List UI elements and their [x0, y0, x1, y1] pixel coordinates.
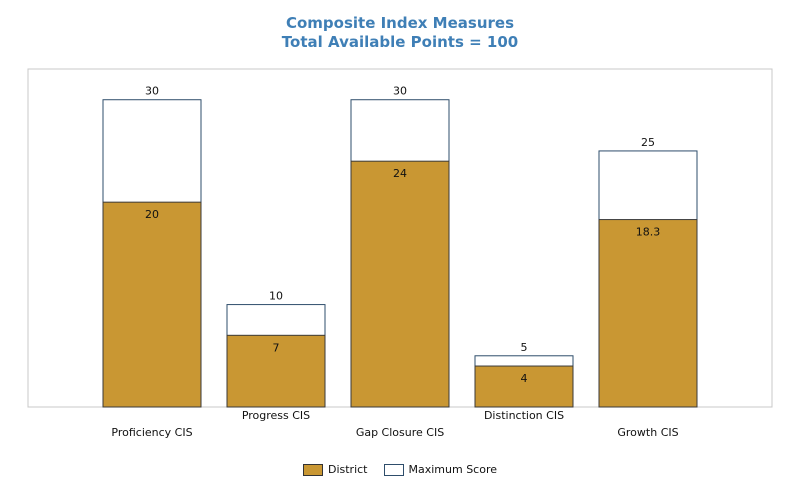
data-label-maximum-score-growth-cis: 25 — [641, 136, 655, 149]
bar-district-proficiency-cis — [102, 201, 202, 408]
legend-item-district: District — [302, 463, 368, 476]
x-tick-label-growth-cis: Growth CIS — [617, 426, 678, 439]
legend-swatch-district — [302, 463, 323, 476]
data-label-district-progress-cis: 7 — [273, 341, 280, 354]
x-tick-label-progress-cis: Progress CIS — [242, 409, 310, 422]
x-tick-label-distinction-cis: Distinction CIS — [484, 409, 564, 422]
legend-label-district: District — [327, 463, 368, 476]
x-tick-label-gap-closure-cis: Gap Closure CIS — [356, 426, 444, 439]
data-label-maximum-score-proficiency-cis: 30 — [145, 85, 159, 98]
legend: District Maximum Score — [0, 463, 800, 476]
chart-subtitle: Total Available Points = 100 — [281, 33, 519, 51]
bar-district-growth-cis — [598, 219, 698, 408]
legend-label-maximum-score: Maximum Score — [408, 463, 498, 476]
data-label-district-gap-closure-cis: 24 — [393, 167, 407, 180]
legend-swatch-maximum-score — [383, 463, 404, 476]
chart-title-block: Composite Index Measures Total Available… — [0, 14, 800, 52]
data-label-maximum-score-progress-cis: 10 — [269, 290, 283, 303]
x-tick-label-proficiency-cis: Proficiency CIS — [111, 426, 192, 439]
data-label-maximum-score-gap-closure-cis: 30 — [393, 85, 407, 98]
bar-district-distinction-cis — [474, 365, 574, 408]
data-label-district-proficiency-cis: 20 — [145, 208, 159, 221]
bar-district-progress-cis — [226, 334, 326, 408]
data-label-district-distinction-cis: 4 — [521, 372, 528, 385]
chart-title: Composite Index Measures — [285, 14, 515, 32]
data-label-district-growth-cis: 18.3 — [636, 226, 661, 239]
bar-district-gap-closure-cis — [350, 160, 450, 408]
legend-item-maximum-score: Maximum Score — [383, 463, 498, 476]
data-label-maximum-score-distinction-cis: 5 — [521, 341, 528, 354]
